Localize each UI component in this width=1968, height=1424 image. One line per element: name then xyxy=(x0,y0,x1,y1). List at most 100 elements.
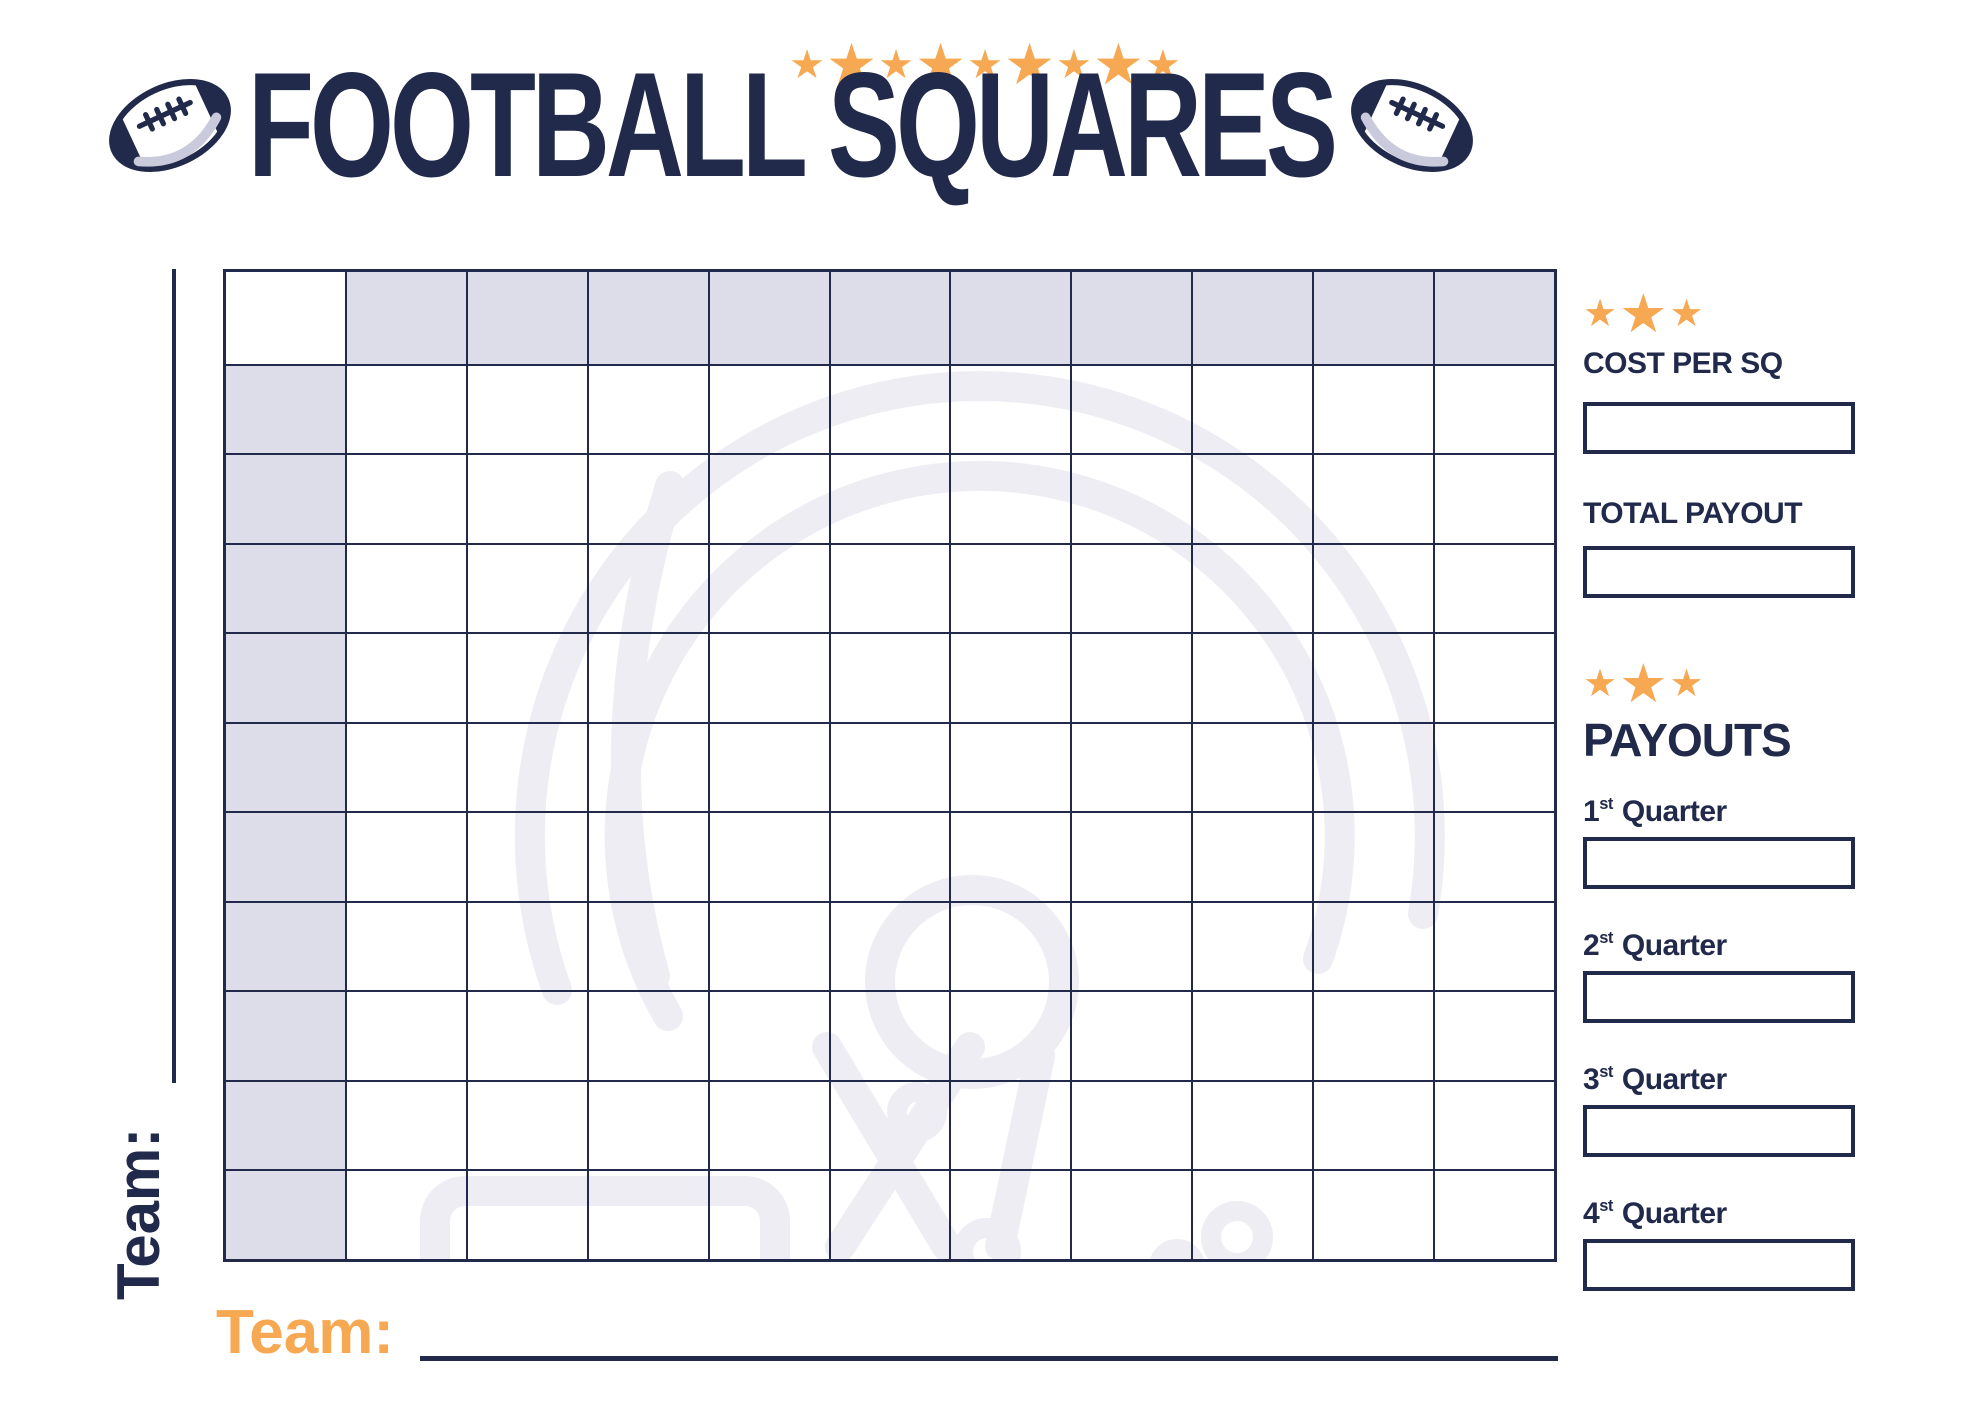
total-payout-input[interactable] xyxy=(1583,546,1855,598)
square-cell[interactable] xyxy=(1434,812,1555,902)
square-cell[interactable] xyxy=(1313,364,1435,455)
square-cell[interactable] xyxy=(1192,812,1314,902)
square-cell[interactable] xyxy=(829,364,951,455)
square-cell[interactable] xyxy=(466,812,588,902)
square-cell[interactable] xyxy=(1071,543,1193,634)
square-cell[interactable] xyxy=(1434,722,1555,813)
column-header-cell[interactable] xyxy=(1434,271,1555,365)
square-cell[interactable] xyxy=(1071,1170,1193,1260)
square-cell[interactable] xyxy=(466,364,588,455)
column-header-cell[interactable] xyxy=(829,271,951,365)
square-cell[interactable] xyxy=(1434,633,1555,723)
square-cell[interactable] xyxy=(829,722,951,813)
square-cell[interactable] xyxy=(466,991,588,1081)
square-cell[interactable] xyxy=(708,1170,830,1260)
square-cell[interactable] xyxy=(829,1080,951,1171)
row-header-cell[interactable] xyxy=(225,901,346,992)
row-header-cell[interactable] xyxy=(225,364,346,455)
square-cell[interactable] xyxy=(708,1080,830,1171)
square-cell[interactable] xyxy=(1192,454,1314,544)
column-header-cell[interactable] xyxy=(950,271,1072,365)
row-header-cell[interactable] xyxy=(225,722,346,813)
square-cell[interactable] xyxy=(1434,454,1555,544)
square-cell[interactable] xyxy=(1071,901,1193,992)
square-cell[interactable] xyxy=(1313,991,1435,1081)
row-header-cell[interactable] xyxy=(225,812,346,902)
row-header-cell[interactable] xyxy=(225,543,346,634)
square-cell[interactable] xyxy=(587,1170,709,1260)
square-cell[interactable] xyxy=(1313,901,1435,992)
column-header-cell[interactable] xyxy=(1313,271,1435,365)
square-cell[interactable] xyxy=(466,543,588,634)
team-left-write-line[interactable] xyxy=(172,269,176,1083)
row-header-cell[interactable] xyxy=(225,1080,346,1171)
square-cell[interactable] xyxy=(587,991,709,1081)
quarter-payout-input[interactable] xyxy=(1583,971,1855,1023)
square-cell[interactable] xyxy=(708,722,830,813)
square-cell[interactable] xyxy=(466,722,588,813)
square-cell[interactable] xyxy=(950,991,1072,1081)
square-cell[interactable] xyxy=(1313,1170,1435,1260)
square-cell[interactable] xyxy=(1313,454,1435,544)
square-cell[interactable] xyxy=(829,1170,951,1260)
square-cell[interactable] xyxy=(1313,633,1435,723)
square-cell[interactable] xyxy=(345,901,467,992)
square-cell[interactable] xyxy=(1192,991,1314,1081)
row-header-cell[interactable] xyxy=(225,991,346,1081)
square-cell[interactable] xyxy=(950,633,1072,723)
column-header-cell[interactable] xyxy=(345,271,467,365)
square-cell[interactable] xyxy=(345,1170,467,1260)
square-cell[interactable] xyxy=(829,454,951,544)
square-cell[interactable] xyxy=(708,812,830,902)
square-cell[interactable] xyxy=(1192,1080,1314,1171)
square-cell[interactable] xyxy=(1071,991,1193,1081)
column-header-cell[interactable] xyxy=(1192,271,1314,365)
square-cell[interactable] xyxy=(829,901,951,992)
column-header-cell[interactable] xyxy=(587,271,709,365)
square-cell[interactable] xyxy=(466,633,588,723)
square-cell[interactable] xyxy=(345,543,467,634)
square-cell[interactable] xyxy=(587,722,709,813)
quarter-payout-input[interactable] xyxy=(1583,1239,1855,1291)
square-cell[interactable] xyxy=(1192,901,1314,992)
square-cell[interactable] xyxy=(1434,364,1555,455)
square-cell[interactable] xyxy=(1434,1080,1555,1171)
square-cell[interactable] xyxy=(950,812,1072,902)
square-cell[interactable] xyxy=(1071,364,1193,455)
square-cell[interactable] xyxy=(345,722,467,813)
square-cell[interactable] xyxy=(1192,633,1314,723)
square-cell[interactable] xyxy=(345,991,467,1081)
square-cell[interactable] xyxy=(950,543,1072,634)
row-header-cell[interactable] xyxy=(225,1170,346,1260)
square-cell[interactable] xyxy=(950,1080,1072,1171)
square-cell[interactable] xyxy=(708,454,830,544)
square-cell[interactable] xyxy=(587,633,709,723)
square-cell[interactable] xyxy=(345,364,467,455)
square-cell[interactable] xyxy=(1313,1080,1435,1171)
square-cell[interactable] xyxy=(1434,991,1555,1081)
square-cell[interactable] xyxy=(708,991,830,1081)
square-cell[interactable] xyxy=(587,364,709,455)
square-cell[interactable] xyxy=(1071,722,1193,813)
square-cell[interactable] xyxy=(1192,722,1314,813)
square-cell[interactable] xyxy=(1071,633,1193,723)
square-cell[interactable] xyxy=(587,901,709,992)
quarter-payout-input[interactable] xyxy=(1583,837,1855,889)
square-cell[interactable] xyxy=(829,812,951,902)
square-cell[interactable] xyxy=(587,1080,709,1171)
square-cell[interactable] xyxy=(1192,364,1314,455)
square-cell[interactable] xyxy=(1434,1170,1555,1260)
cost-per-sq-input[interactable] xyxy=(1583,402,1855,454)
square-cell[interactable] xyxy=(345,1080,467,1171)
square-cell[interactable] xyxy=(950,722,1072,813)
square-cell[interactable] xyxy=(708,633,830,723)
square-cell[interactable] xyxy=(1192,543,1314,634)
square-cell[interactable] xyxy=(708,543,830,634)
column-header-cell[interactable] xyxy=(708,271,830,365)
square-cell[interactable] xyxy=(1071,454,1193,544)
square-cell[interactable] xyxy=(1071,1080,1193,1171)
square-cell[interactable] xyxy=(950,901,1072,992)
square-cell[interactable] xyxy=(466,1080,588,1171)
square-cell[interactable] xyxy=(1313,812,1435,902)
square-cell[interactable] xyxy=(1434,543,1555,634)
